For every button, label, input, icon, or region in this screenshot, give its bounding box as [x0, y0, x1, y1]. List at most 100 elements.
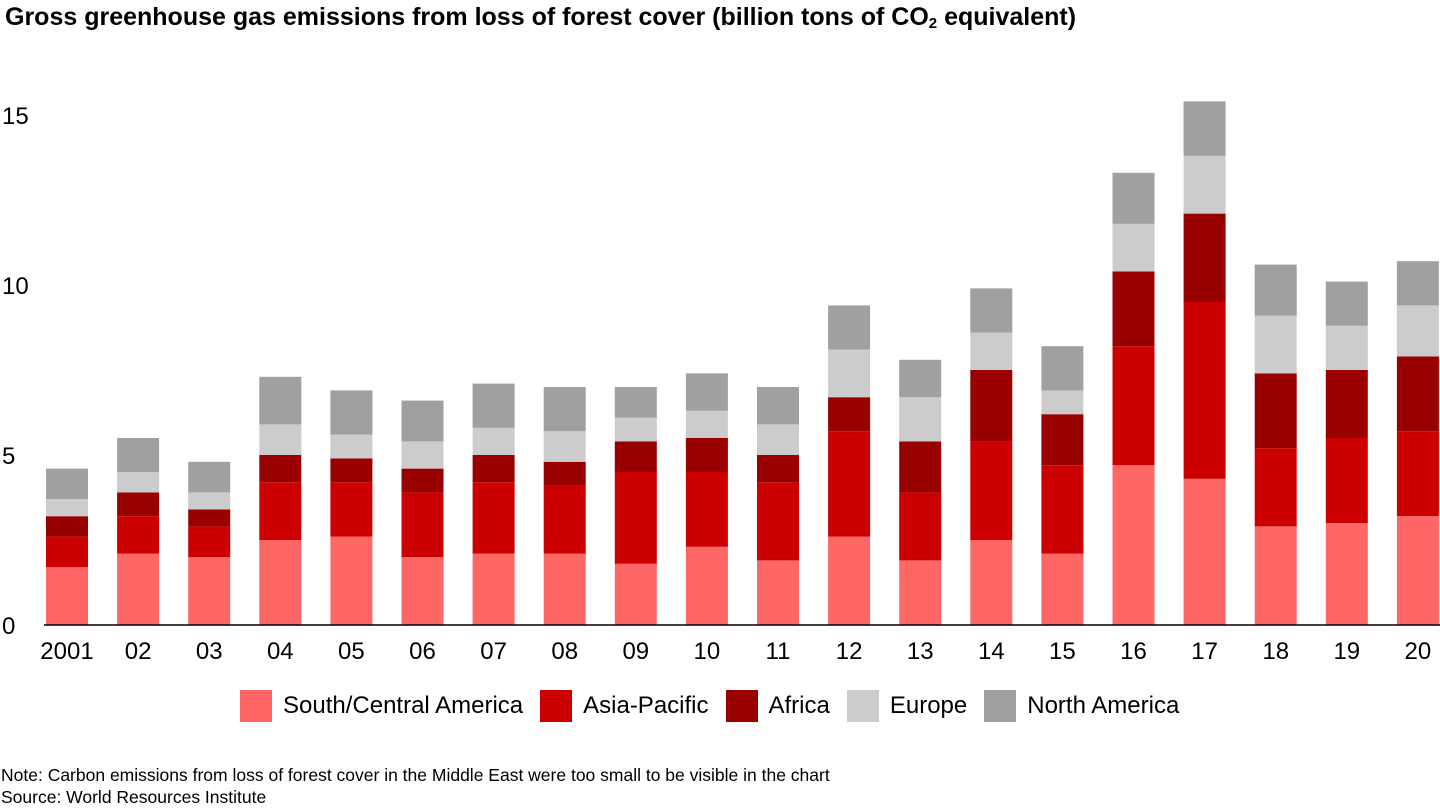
- bar-segment: [1325, 281, 1368, 326]
- legend-item: Europe: [846, 690, 968, 722]
- x-tick-label: 11: [766, 638, 791, 665]
- bar-segment: [330, 458, 373, 483]
- bar-segment: [614, 472, 657, 564]
- bar-segment: [117, 553, 160, 625]
- bar-segment: [543, 431, 586, 462]
- bar-segment: [685, 410, 728, 438]
- x-tick-label: 05: [338, 638, 365, 665]
- bar-segment: [188, 557, 231, 625]
- legend-swatch: [725, 690, 758, 722]
- bar-segment: [1254, 264, 1297, 316]
- bar-segment: [330, 390, 373, 435]
- bar-segment: [1325, 438, 1368, 523]
- x-tick-label: 06: [409, 638, 436, 665]
- bar-segment: [1041, 414, 1084, 466]
- bar-segment: [117, 438, 160, 472]
- bar-segment: [1254, 315, 1297, 374]
- bar-segment: [543, 387, 586, 432]
- bar-segment: [685, 546, 728, 625]
- legend-item: South/Central America: [240, 690, 523, 722]
- bar-segment: [970, 370, 1013, 442]
- bar-segment: [472, 553, 515, 625]
- bar-segment: [1396, 431, 1439, 517]
- chart-title-main: Gross greenhouse gas emissions from loss…: [5, 3, 929, 31]
- chart-title: Gross greenhouse gas emissions from loss…: [5, 3, 1076, 32]
- bar-segment: [401, 400, 444, 442]
- bar-segment: [1041, 390, 1084, 415]
- bar-segment: [828, 536, 871, 625]
- bar-segment: [1112, 271, 1155, 347]
- bar-segment: [188, 526, 231, 557]
- bar-segment: [472, 482, 515, 554]
- bar-segment: [970, 540, 1013, 625]
- bar-segment: [188, 461, 231, 493]
- bar-segment: [259, 482, 302, 540]
- bar-segment: [401, 468, 444, 493]
- bar-segment: [117, 516, 160, 554]
- footnotes: Note: Carbon emissions from loss of fore…: [1, 764, 830, 808]
- x-tick-label: 13: [907, 638, 934, 665]
- legend-label: Europe: [889, 692, 968, 719]
- bar-segment: [188, 509, 231, 527]
- x-tick-label: 03: [196, 638, 223, 665]
- bar-segment: [757, 424, 799, 455]
- bar-segment: [757, 560, 799, 625]
- legend-item: Asia-Pacific: [540, 690, 709, 722]
- bar-segment: [828, 349, 871, 398]
- bar-segment: [1183, 302, 1226, 479]
- bar-segment: [1112, 465, 1155, 625]
- bar-segment: [1112, 223, 1155, 272]
- bar-segment: [259, 540, 302, 625]
- bar-segment: [1396, 516, 1439, 625]
- bar-segment: [1183, 478, 1226, 625]
- legend-swatch: [240, 690, 272, 722]
- bar-segment: [614, 387, 657, 418]
- bar-segment: [1112, 172, 1155, 224]
- bar-segment: [1396, 356, 1439, 432]
- bar-segment: [1325, 370, 1368, 438]
- bar-segment: [401, 492, 444, 557]
- note-text: Note: Carbon emissions from loss of fore…: [1, 765, 830, 785]
- legend-swatch: [540, 690, 573, 722]
- bar-segment: [828, 431, 871, 537]
- bar-segment: [46, 567, 88, 625]
- bar-segment: [1254, 448, 1297, 527]
- bar-segment: [899, 359, 942, 398]
- bar-segment: [1396, 305, 1439, 357]
- bar-segment: [1041, 346, 1084, 391]
- bar-segment: [970, 332, 1013, 370]
- bar-segment: [46, 536, 88, 568]
- bar-segment: [117, 492, 160, 517]
- bar-segment: [543, 461, 586, 486]
- bar-segment: [757, 387, 799, 425]
- bar-segment: [614, 441, 657, 472]
- y-tick-label: 0: [2, 613, 15, 640]
- x-tick-label: 08: [551, 638, 578, 665]
- bar-segment: [614, 563, 657, 625]
- bar-segment: [46, 516, 88, 537]
- bar-segment: [970, 288, 1013, 333]
- bar-segment: [899, 441, 942, 493]
- bar-segment: [330, 434, 373, 459]
- bar-segment: [259, 376, 302, 425]
- x-tick-label: 09: [622, 638, 649, 665]
- legend-label: Africa: [768, 692, 830, 719]
- source-text: Source: World Resources Institute: [1, 787, 267, 807]
- chart-title-suffix: equivalent): [937, 3, 1077, 31]
- legend-label: South/Central America: [283, 692, 524, 719]
- legend: South/Central America Asia-Pacific Africa E…: [240, 690, 1196, 722]
- bar-segment: [543, 553, 586, 625]
- x-tick-label: 20: [1405, 638, 1432, 665]
- bar-segment: [1183, 155, 1226, 214]
- bar-segment: [472, 427, 515, 455]
- x-tick-label: 2001: [40, 638, 93, 665]
- bar-segment: [685, 438, 728, 472]
- legend-label: Asia-Pacific: [583, 692, 709, 719]
- bar-segment: [401, 557, 444, 625]
- bar-segment: [685, 373, 728, 411]
- bar-segment: [330, 536, 373, 625]
- bar-segment: [1183, 213, 1226, 302]
- legend-swatch: [984, 690, 1017, 722]
- x-tick-label: 07: [480, 638, 507, 665]
- legend-item: North America: [984, 690, 1179, 722]
